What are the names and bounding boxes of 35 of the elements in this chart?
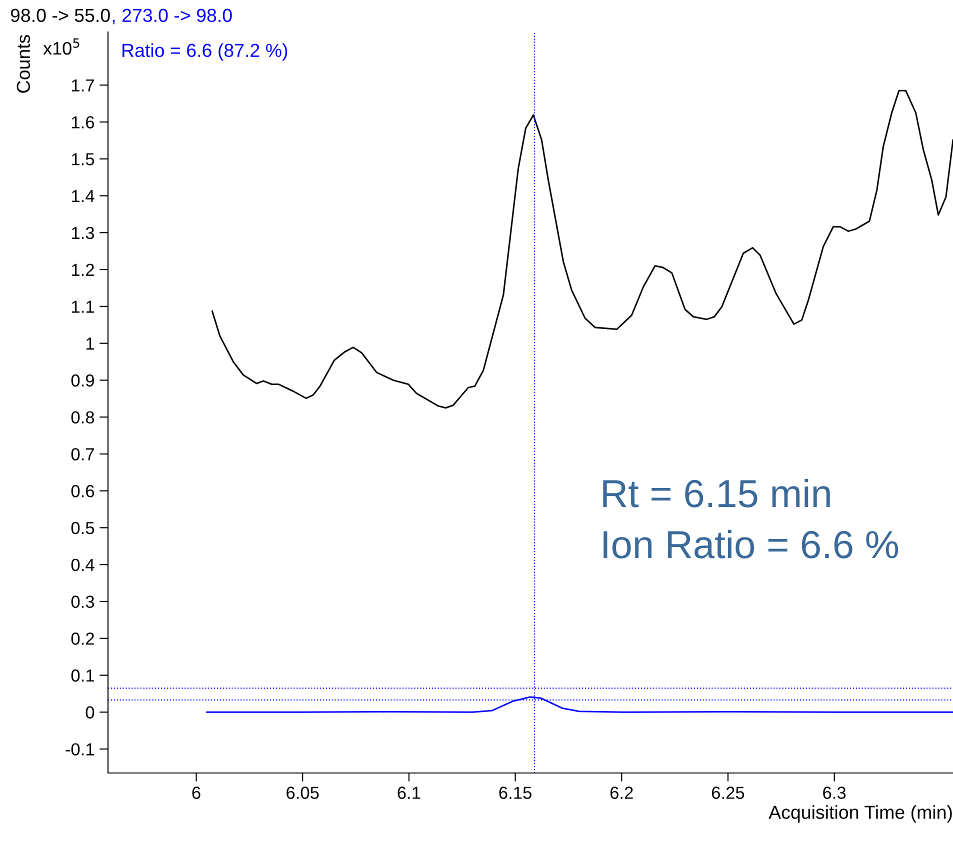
y-tick-label: 0.9 — [71, 374, 94, 387]
y-tick-label: 0.3 — [71, 596, 94, 608]
y-tick-label: 0.5 — [71, 522, 94, 534]
x-tick-label: 6.15 — [499, 786, 532, 799]
x-tick-label: 6.05 — [286, 786, 319, 799]
chart-title: 98.0 -> 55.0 — [10, 8, 110, 22]
y-tick-label: 0.2 — [71, 632, 94, 645]
x-tick-label: 6 — [192, 786, 200, 799]
annotation: Ratio = 6.6 (87.2 %) — [122, 43, 288, 61]
annotation: Ion Ratio = 6.6 % — [604, 530, 898, 558]
y-tick-label: 0.6 — [71, 485, 94, 498]
y-tick-label: 0 — [86, 706, 94, 719]
line-series — [211, 90, 953, 409]
y-tick-label: 0.4 — [71, 558, 94, 572]
annotation: Rt = 6.15 min — [603, 478, 830, 508]
x-tick-label: 6.2 — [610, 786, 633, 799]
y-tick-label: 0.7 — [71, 448, 94, 460]
y-tick-label: 1.5 — [72, 153, 94, 166]
x-tick-label: 6.25 — [712, 786, 744, 799]
y-tick-label: 0.8 — [71, 411, 94, 424]
y-tick-label: 1.7 — [72, 79, 94, 92]
y-axis-title: Counts — [16, 34, 30, 93]
text: x10$^{5}$ — [43, 38, 80, 55]
y-tick-label: -0.1 — [66, 743, 94, 756]
y-tick-label: 0.1 — [71, 669, 94, 682]
y-tick-label: 1.1 — [72, 300, 94, 313]
x-tick-label: 6.3 — [823, 786, 846, 799]
y-tick-label: 1.6 — [72, 116, 94, 128]
x-axis-title: Acquisition Time (min) — [768, 805, 952, 823]
y-tick-label: 1.2 — [72, 264, 94, 276]
y-tick-label: 1.3 — [72, 226, 94, 240]
chart-subtitle: , 273.0 -> 98.0 — [112, 8, 232, 24]
y-tick-label: 1 — [86, 338, 94, 350]
x-tick-label: 6.1 — [398, 786, 420, 799]
y-tick-label: 1.4 — [72, 190, 94, 202]
